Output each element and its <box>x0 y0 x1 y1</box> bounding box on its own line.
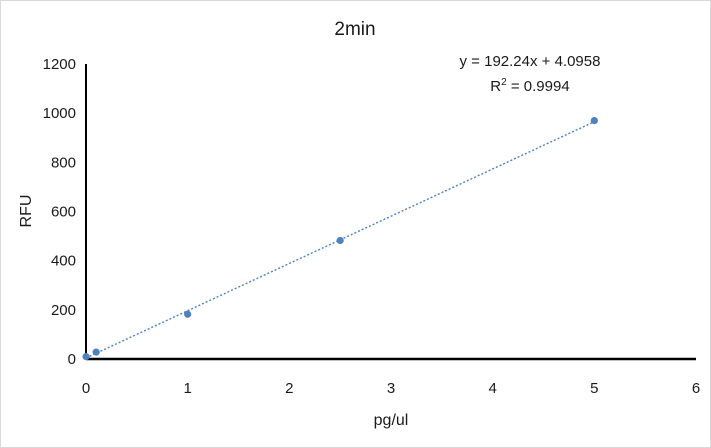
y-tick-label: 600 <box>51 204 76 221</box>
data-points <box>82 116 598 361</box>
data-point <box>590 116 598 125</box>
x-tick-label: 6 <box>692 380 700 397</box>
y-tick-label: 1200 <box>43 56 76 73</box>
r-squared-label: R2 = 0.9994 <box>490 77 569 95</box>
data-point <box>82 352 90 361</box>
x-tick-label: 2 <box>285 380 293 397</box>
y-axis-title: RFU <box>18 195 35 228</box>
x-tick-label: 3 <box>387 380 395 397</box>
x-tick-label: 1 <box>183 380 191 397</box>
y-tick-label: 1000 <box>43 105 76 122</box>
r-squared-prefix: R <box>490 78 501 95</box>
r-squared-superscript: 2 <box>501 77 507 88</box>
y-tick-label: 200 <box>51 302 76 319</box>
data-point <box>184 310 192 318</box>
x-tick-label: 0 <box>82 380 90 397</box>
x-tick-label: 4 <box>488 380 496 397</box>
data-point <box>92 348 100 356</box>
trendline-equation: y = 192.24x + 4.0958 <box>460 53 601 70</box>
y-tick-labels: 0 200 400 600 800 1000 1200 <box>43 56 76 368</box>
data-point <box>336 236 344 245</box>
x-tick-labels: 0 1 2 3 4 5 6 <box>82 380 700 397</box>
y-tick-label: 400 <box>51 253 76 270</box>
chart-title: 2min <box>334 19 375 40</box>
r-squared-value: = 0.9994 <box>507 78 570 95</box>
x-axis-title: pg/ul <box>374 412 409 429</box>
x-tick-label: 5 <box>590 380 598 397</box>
y-tick-label: 800 <box>51 154 76 171</box>
y-tick-label: 0 <box>68 351 76 368</box>
